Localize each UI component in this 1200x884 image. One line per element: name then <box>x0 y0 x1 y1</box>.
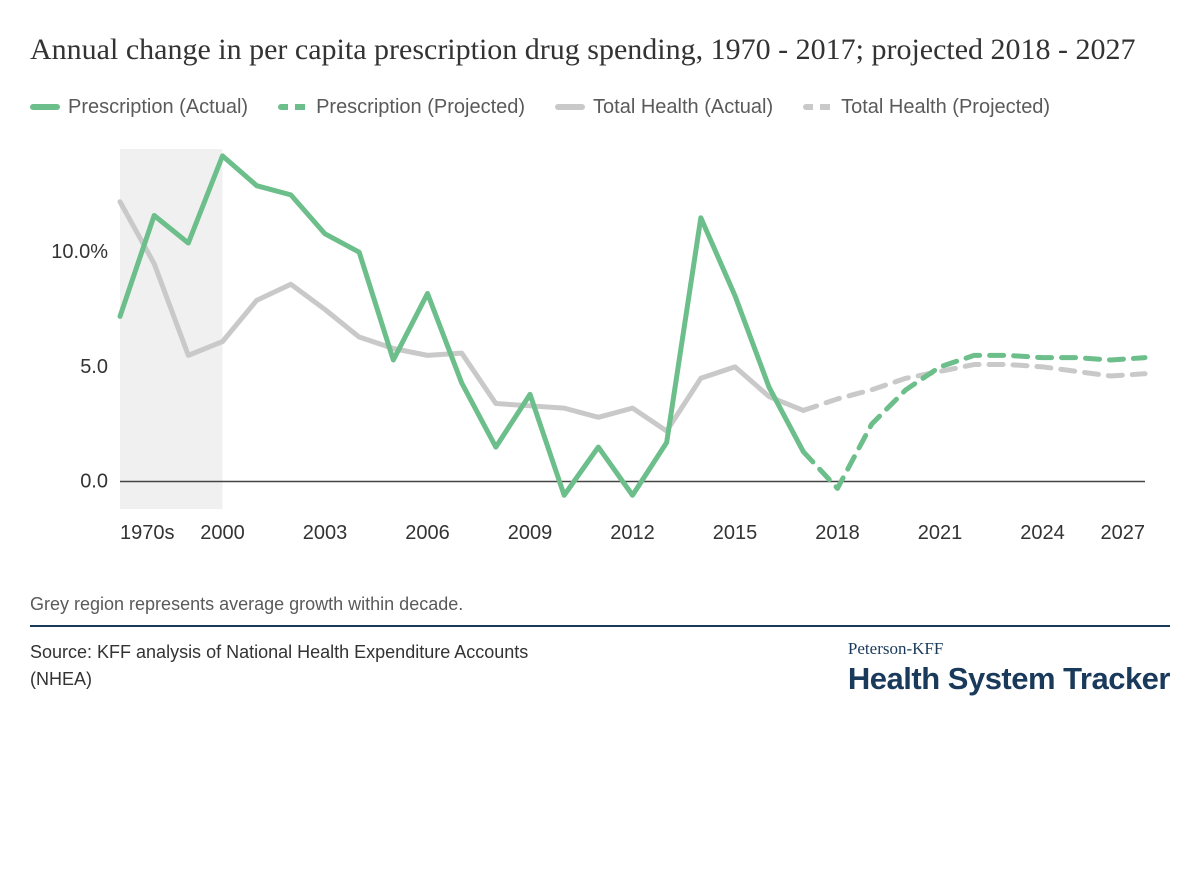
x-tick-label: 2021 <box>918 522 963 544</box>
chart-title: Annual change in per capita prescription… <box>30 30 1170 71</box>
x-tick-label: 1970s <box>120 522 175 544</box>
legend-swatch <box>555 104 585 110</box>
y-tick-label: 10.0% <box>51 241 108 263</box>
logo: Peterson-KFF Health System Tracker <box>848 639 1170 697</box>
legend-item: Prescription (Projected) <box>278 96 525 119</box>
legend: Prescription (Actual) Prescription (Proje… <box>30 96 1170 119</box>
logo-bottom-text: Health System Tracker <box>848 661 1170 697</box>
legend-item: Total Health (Actual) <box>555 96 773 119</box>
x-tick-label: 2015 <box>713 522 758 544</box>
logo-top-text: Peterson-KFF <box>848 639 1170 659</box>
legend-label: Total Health (Actual) <box>593 96 773 119</box>
grey-region-note: Grey region represents average growth wi… <box>30 594 1170 627</box>
x-tick-label: 2009 <box>508 522 553 544</box>
x-tick-label: 2003 <box>303 522 348 544</box>
grey-decade-band <box>120 149 223 509</box>
legend-swatch <box>803 104 833 110</box>
legend-label: Prescription (Projected) <box>316 96 525 119</box>
legend-label: Prescription (Actual) <box>68 96 248 119</box>
x-tick-label: 2018 <box>815 522 860 544</box>
x-tick-label: 2027 <box>1101 522 1146 544</box>
y-tick-label: 5.0 <box>80 355 108 377</box>
legend-item: Total Health (Projected) <box>803 96 1050 119</box>
chart-area: 0.0 5.0 10.0% 1970s 2000 2003 2006 2009 2012 2015… <box>30 139 1170 564</box>
footer: Source: KFF analysis of National Health … <box>30 639 1170 697</box>
legend-swatch <box>278 104 308 110</box>
legend-swatch <box>30 104 60 110</box>
x-tick-label: 2000 <box>200 522 245 544</box>
line-chart: 0.0 5.0 10.0% 1970s 2000 2003 2006 2009 2012 2015… <box>30 139 1150 559</box>
y-tick-label: 0.0 <box>80 470 108 492</box>
legend-item: Prescription (Actual) <box>30 96 248 119</box>
series-total-health-projected <box>803 364 1145 410</box>
legend-label: Total Health (Projected) <box>841 96 1050 119</box>
x-tick-label: 2024 <box>1020 522 1065 544</box>
x-tick-label: 2012 <box>610 522 655 544</box>
x-tick-label: 2006 <box>405 522 450 544</box>
source-text: Source: KFF analysis of National Health … <box>30 639 590 693</box>
